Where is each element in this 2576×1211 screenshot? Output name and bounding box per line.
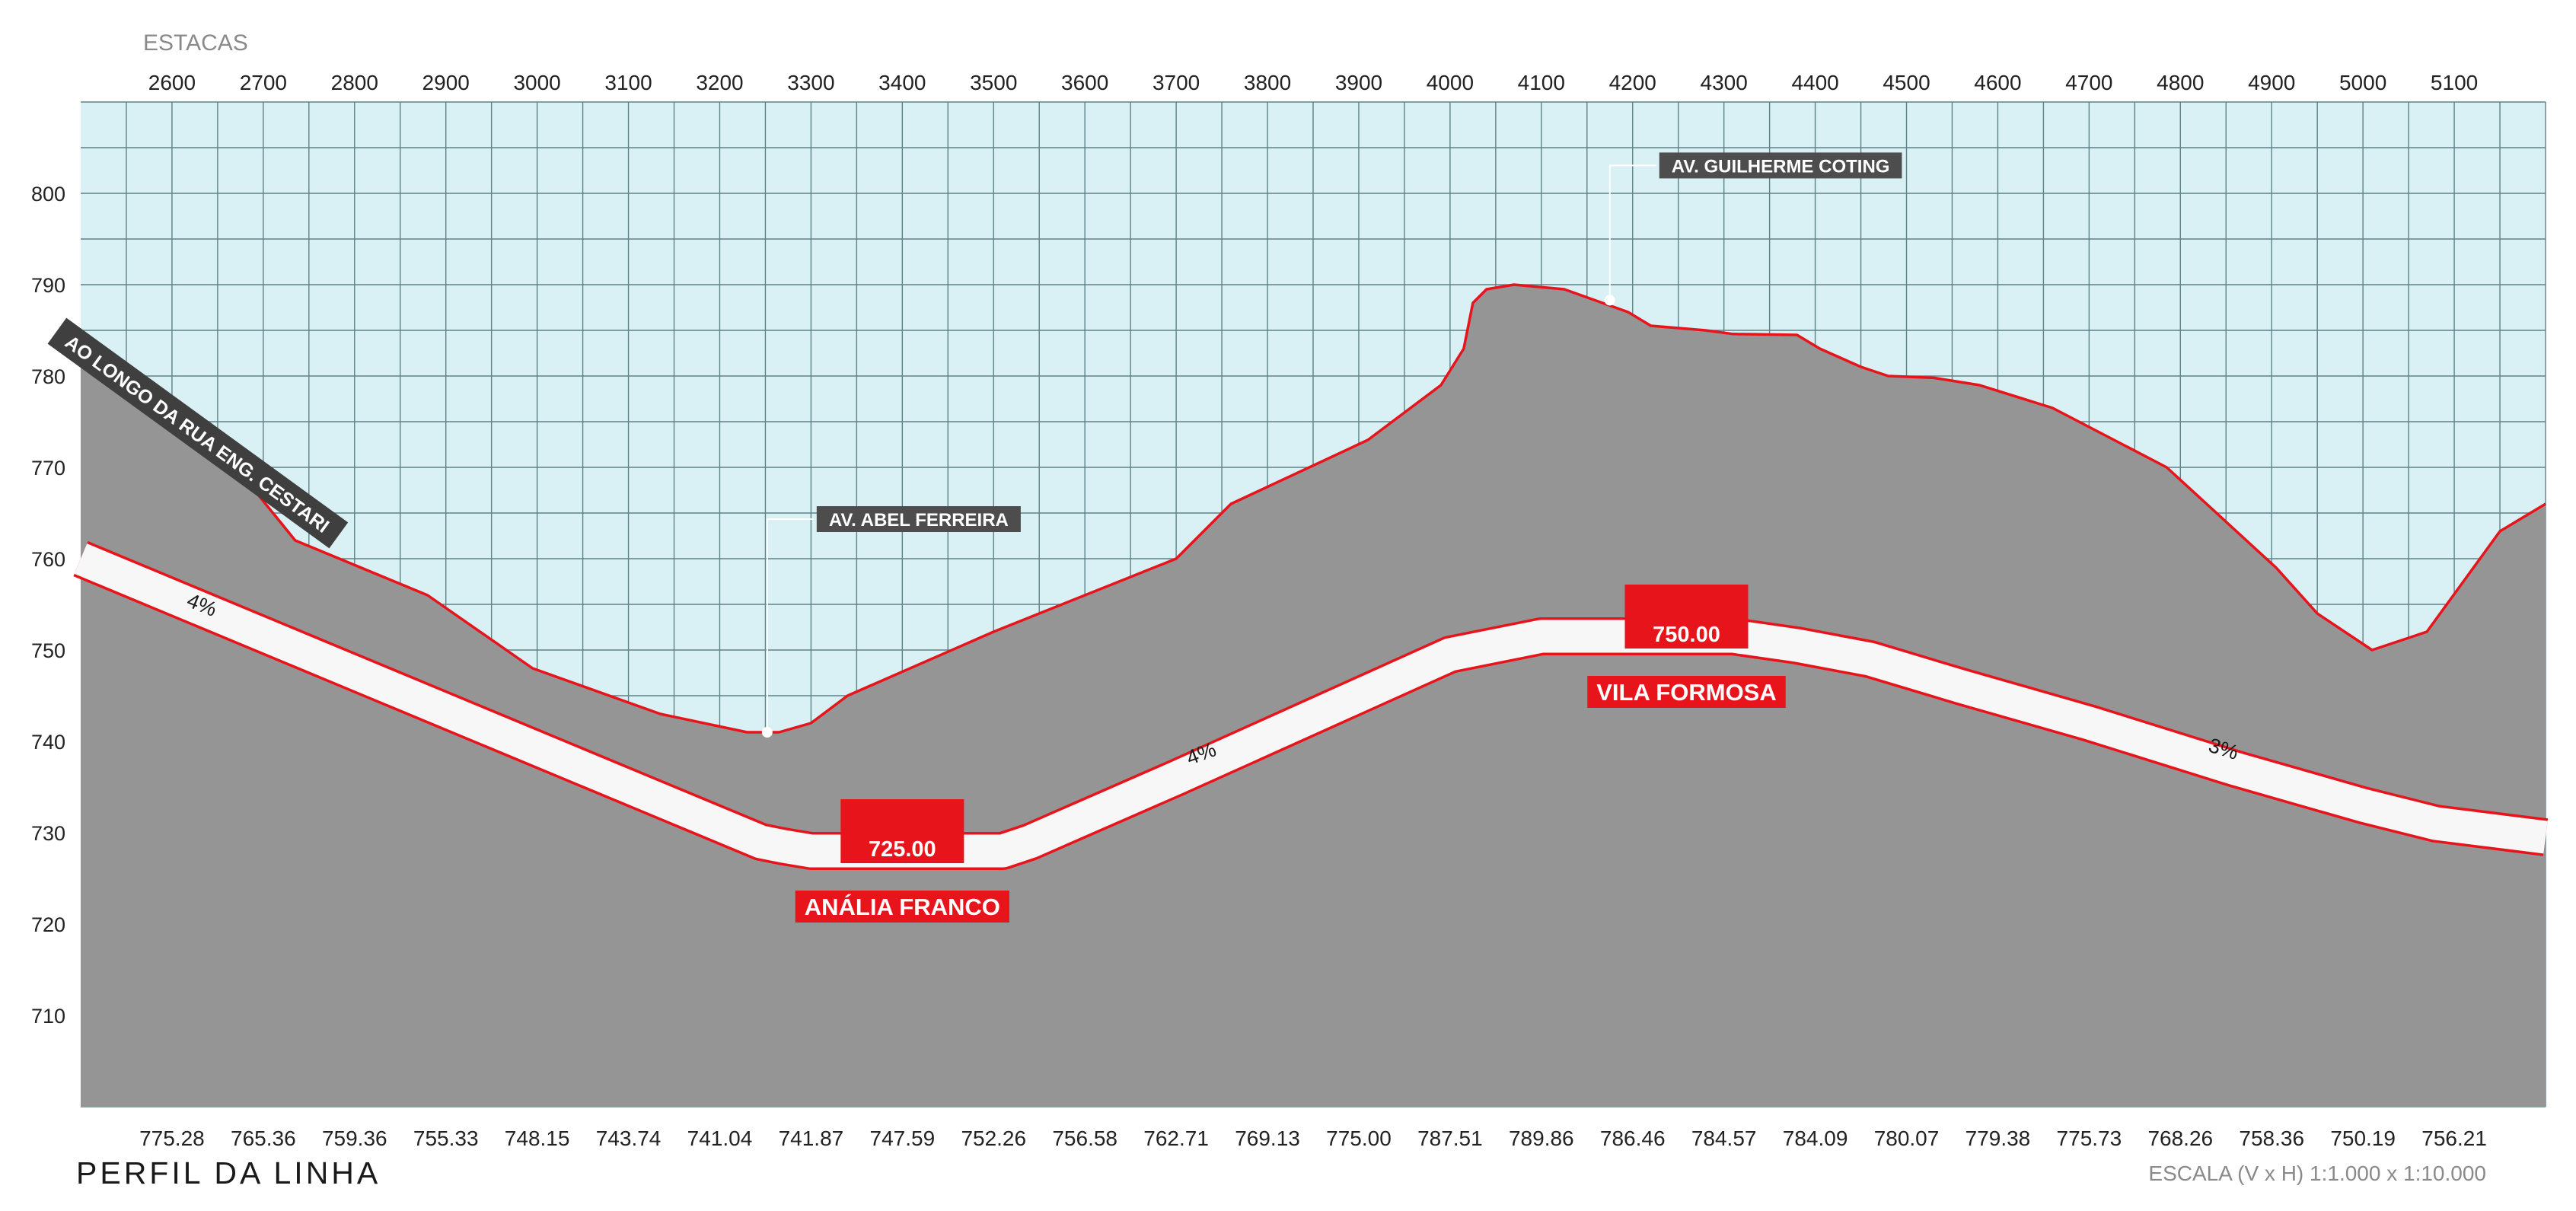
ground-elevation-label: 752.26 xyxy=(961,1127,1026,1150)
scale-note: ESCALA (V x H) 1:1.000 x 1:10.000 xyxy=(2148,1162,2486,1185)
station-tick-label: 2600 xyxy=(148,71,196,94)
ground-elevation-label: 756.58 xyxy=(1052,1127,1117,1150)
ground-elevation-label: 787.51 xyxy=(1417,1127,1483,1150)
stations-axis-label: ESTACAS xyxy=(143,30,248,56)
callout-box xyxy=(816,506,1021,532)
station-tick-label: 3900 xyxy=(1335,71,1382,94)
ground-elevation-label: 786.46 xyxy=(1600,1127,1666,1150)
station-marker: 750.00 VILA FORMOSA xyxy=(1587,585,1786,708)
callout-dot xyxy=(761,727,773,738)
y-tick-label: 770 xyxy=(31,457,65,480)
station-name-box xyxy=(1587,676,1786,708)
station-tick-label: 4100 xyxy=(1518,71,1565,94)
y-tick-label: 740 xyxy=(31,731,65,754)
station-elevation: 725.00 xyxy=(869,837,936,862)
callout-annotation: AV. GUILHERME COTING xyxy=(1604,152,1902,306)
station-tick-label: 4800 xyxy=(2157,71,2204,94)
ground-elevation-label: 784.57 xyxy=(1691,1127,1757,1150)
station-elevation: 750.00 xyxy=(1653,623,1720,647)
station-tick-label: 4500 xyxy=(1883,71,1930,94)
ground-elevation-label: 765.36 xyxy=(231,1127,296,1150)
ground-elevation-label: 741.87 xyxy=(779,1127,844,1150)
station-tick-label: 4400 xyxy=(1791,71,1838,94)
station-platform xyxy=(840,799,964,863)
station-tick-label: 3600 xyxy=(1061,71,1108,94)
y-tick-label: 720 xyxy=(31,913,65,936)
callout-box xyxy=(1659,152,1902,179)
y-tick-label: 760 xyxy=(31,548,65,571)
station-tick-label: 3100 xyxy=(604,71,652,94)
ground-elevation-label: 784.09 xyxy=(1783,1127,1848,1150)
station-name: VILA FORMOSA xyxy=(1596,679,1777,706)
station-tick-label: 4300 xyxy=(1701,71,1748,94)
callout-text: AV. ABEL FERREIRA xyxy=(829,510,1009,531)
callout-annotation: AV. ABEL FERREIRA xyxy=(761,506,1021,738)
station-tick-label: 3200 xyxy=(696,71,743,94)
ground-elevation-label: 775.28 xyxy=(139,1127,205,1150)
station-tick-label: 3500 xyxy=(970,71,1017,94)
station-tick-label: 4900 xyxy=(2248,71,2295,94)
ground-elevation-label: 768.26 xyxy=(2147,1127,2213,1150)
street-annotation-box xyxy=(47,317,349,549)
ground-elevation-label: 789.86 xyxy=(1509,1127,1574,1150)
ground-elevation-label: 769.13 xyxy=(1235,1127,1300,1150)
station-tick-label: 4000 xyxy=(1427,71,1474,94)
station-tick-label: 3800 xyxy=(1244,71,1291,94)
ground-elevation-label: 756.21 xyxy=(2421,1127,2487,1150)
ground-elevation-label: 775.73 xyxy=(2057,1127,2122,1150)
callout-leader xyxy=(1608,164,1656,301)
station-name: ANÁLIA FRANCO xyxy=(805,894,1000,920)
y-tick-label: 780 xyxy=(31,365,65,388)
station-tick-label: 2900 xyxy=(422,71,470,94)
ground-elevation-label: 759.36 xyxy=(322,1127,387,1150)
ground-elevation-label: 747.59 xyxy=(870,1127,936,1150)
y-tick-label: 750 xyxy=(31,639,65,662)
station-tick-label: 3700 xyxy=(1153,71,1200,94)
ground-elevation-label: 775.00 xyxy=(1326,1127,1392,1150)
y-tick-label: 730 xyxy=(31,822,65,845)
callout-text: AV. GUILHERME COTING xyxy=(1672,156,1890,177)
y-tick-label: 800 xyxy=(31,183,65,206)
ground-elevation-label: 762.71 xyxy=(1143,1127,1209,1150)
station-marker: 725.00 ANÁLIA FRANCO xyxy=(795,799,1009,923)
y-tick-label: 710 xyxy=(31,1005,65,1028)
ground-elevation-label: 755.33 xyxy=(413,1127,479,1150)
station-tick-label: 3000 xyxy=(513,71,560,94)
ground-elevation-label: 780.07 xyxy=(1874,1127,1940,1150)
station-tick-label: 2800 xyxy=(331,71,378,94)
callout-leader xyxy=(766,518,814,732)
ground-line xyxy=(80,283,2546,734)
chart-title: PERFIL DA LINHA xyxy=(76,1155,381,1190)
ground-elevation-label: 741.04 xyxy=(687,1127,753,1150)
station-tick-label: 3300 xyxy=(787,71,834,94)
station-tick-label: 4700 xyxy=(2065,71,2112,94)
ground-elevation-label: 779.38 xyxy=(1965,1127,2031,1150)
station-tick-label: 2700 xyxy=(240,71,287,94)
station-tick-label: 3400 xyxy=(878,71,926,94)
callout-dot xyxy=(1604,295,1615,306)
station-tick-label: 5000 xyxy=(2339,71,2386,94)
station-tick-label: 5100 xyxy=(2431,71,2478,94)
station-tick-label: 4200 xyxy=(1609,71,1656,94)
station-platform xyxy=(1624,585,1749,649)
station-tick-label: 4600 xyxy=(1974,71,2021,94)
station-name-box xyxy=(795,891,1009,923)
ground-elevation-label: 748.15 xyxy=(505,1127,570,1150)
ground-elevation-label: 758.36 xyxy=(2239,1127,2304,1150)
ground-elevation-label: 750.19 xyxy=(2330,1127,2396,1150)
y-tick-label: 790 xyxy=(31,274,65,297)
ground-elevation-label: 743.74 xyxy=(596,1127,662,1150)
